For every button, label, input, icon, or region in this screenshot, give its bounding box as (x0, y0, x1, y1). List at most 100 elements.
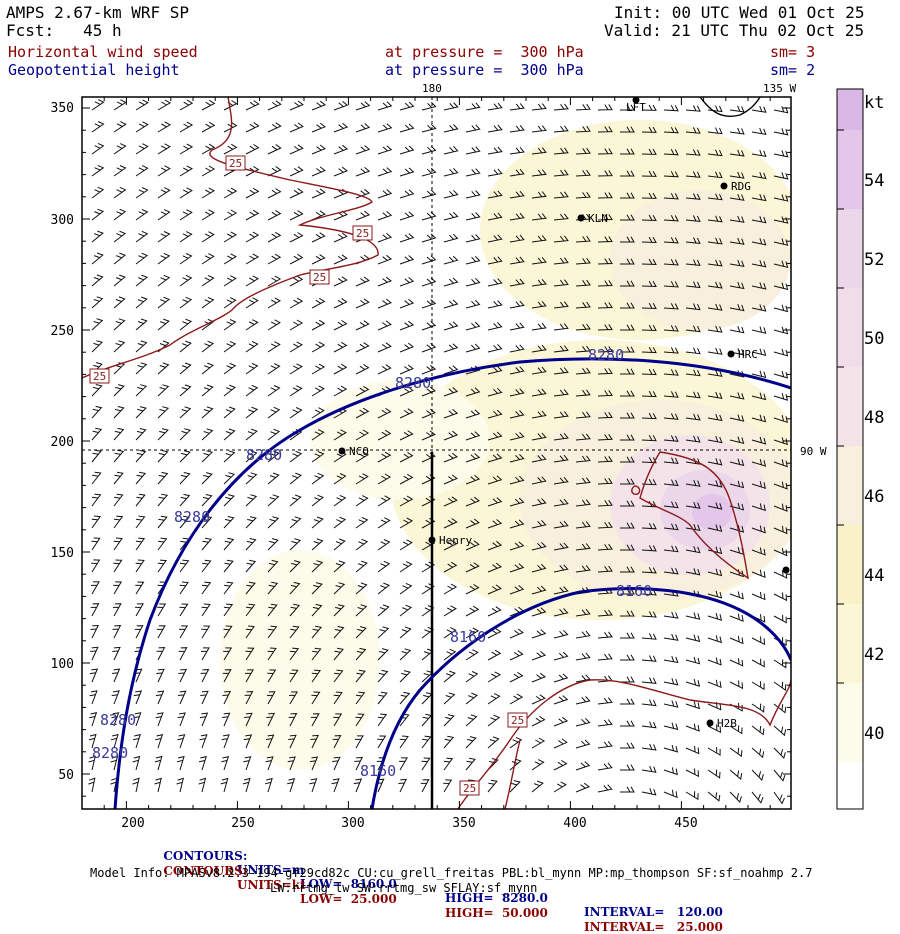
wind-speed-shading (220, 120, 791, 770)
wind-barb (707, 127, 723, 135)
wind-barb (751, 636, 766, 646)
wind-barb (135, 230, 149, 243)
wind-barb (509, 650, 524, 661)
wind-barb (266, 691, 276, 705)
y-tick-label: 200 (51, 435, 74, 450)
wind-barb (641, 743, 657, 751)
wind-barb (377, 342, 392, 353)
wind-barb (509, 410, 525, 419)
wind-barb (223, 472, 236, 485)
contour-low: LOW= 8160.0 (300, 877, 397, 891)
wind-barb (531, 454, 547, 463)
wind-barb (685, 546, 701, 554)
wind-barb (289, 538, 302, 551)
wind-barb (223, 581, 234, 595)
wind-barb (135, 165, 149, 177)
wind-barb (575, 301, 591, 309)
wind-barb (553, 367, 569, 375)
wind-barb (113, 252, 126, 265)
wind-barb (333, 516, 347, 529)
wind-barb (443, 277, 459, 287)
wind-barb (465, 714, 478, 727)
wind-barb (132, 777, 140, 793)
station-marker (577, 214, 585, 222)
wind-barb (487, 562, 502, 573)
wind-barb (377, 407, 392, 419)
wind-barb (773, 525, 788, 535)
wind-barb (135, 515, 146, 529)
field2-name: Geopotential height (8, 61, 180, 79)
colorbar-level: 42 (864, 645, 884, 665)
wind-barb (553, 103, 569, 111)
wind-barb (597, 697, 613, 705)
wind-barb (135, 559, 145, 573)
height-contours (113, 357, 791, 809)
wind-barb (597, 565, 613, 573)
wind-barb (509, 585, 525, 595)
wind-barb (113, 449, 125, 463)
wind-barb (333, 188, 349, 199)
wind-barb (134, 625, 144, 639)
wind-barb (553, 759, 568, 771)
wind-barb (289, 691, 298, 705)
wind-barb (377, 167, 393, 177)
wind-barb (729, 326, 745, 334)
wind-barb (133, 690, 143, 705)
wind-barb (399, 211, 415, 221)
wind-barb (179, 493, 191, 507)
wind-barb (157, 143, 171, 155)
wind-barb (597, 302, 613, 309)
wind-barb (685, 303, 701, 311)
wind-barb (179, 428, 192, 441)
wind-barb (377, 604, 390, 617)
wind-barb (465, 605, 480, 617)
lon-label-180: 180 (422, 82, 442, 95)
wind-barb (751, 282, 767, 290)
wind-barb (91, 537, 101, 551)
wind-barb (575, 257, 591, 265)
wind-barb (311, 144, 326, 155)
wind-barb (443, 583, 458, 595)
wind-barb (751, 216, 767, 224)
wind-barb (245, 187, 260, 199)
wind-barb (421, 735, 432, 749)
station-label: H2B (717, 717, 737, 730)
wind-barb (377, 626, 390, 639)
wind-barb (729, 259, 745, 268)
wind-barb (289, 516, 302, 529)
wind-barb (465, 736, 477, 749)
wind-barb (531, 322, 547, 331)
wind-barb (245, 341, 259, 353)
wind-barb (487, 519, 503, 529)
wind-barb (663, 347, 679, 354)
wind-barb (399, 123, 415, 133)
wind-barb (773, 392, 789, 401)
wind-barb (421, 167, 437, 177)
wind-barb (377, 320, 392, 331)
wind-barb (421, 757, 431, 771)
wind-barb (377, 189, 393, 199)
wind-barb (531, 694, 546, 705)
wind-barb (289, 385, 303, 397)
wind-barb (179, 515, 190, 529)
wind-barb (575, 389, 591, 397)
wind-barb (487, 387, 503, 397)
wind-barb (443, 299, 459, 309)
wind-barb (663, 567, 679, 575)
colorbar-swatch (837, 604, 863, 683)
wind-barb (289, 253, 304, 265)
wind-barb (620, 170, 635, 177)
wind-barb (465, 453, 481, 463)
wind-barb (223, 625, 233, 639)
wind-barb (553, 257, 569, 265)
wind-barb (465, 496, 480, 507)
wind-barb (509, 300, 525, 309)
wind-barb (575, 674, 591, 683)
wind-barb (421, 713, 433, 727)
wind-barb (509, 322, 525, 331)
wind-barb (553, 716, 569, 727)
wind-barb (707, 436, 723, 444)
wind-barb (773, 725, 787, 737)
wind-barb (179, 406, 192, 419)
wind-barb (773, 370, 789, 379)
